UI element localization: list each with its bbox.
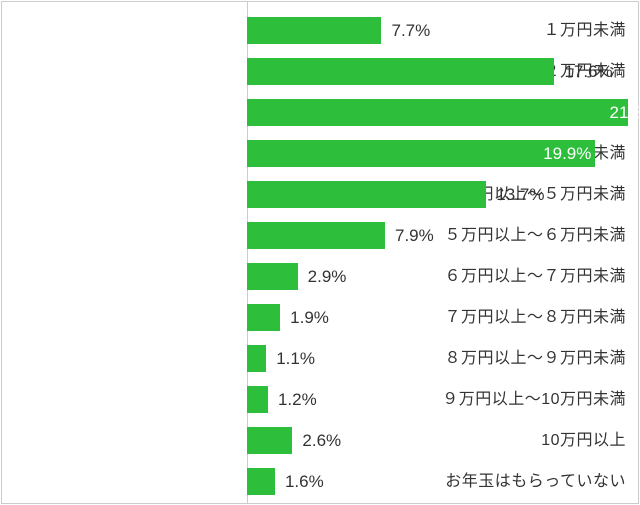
bar — [247, 345, 266, 372]
value-label: 19.9% — [543, 140, 586, 167]
value-label: 1.2% — [278, 386, 317, 413]
value-label: 17.6% — [564, 58, 612, 85]
value-label: 13.7% — [496, 181, 544, 208]
value-label: 7.9% — [395, 222, 434, 249]
category-label: ９万円以上～10万円未満 — [393, 379, 638, 420]
value-label: 7.7% — [391, 17, 430, 44]
value-label: 21.8% — [610, 99, 620, 126]
bar — [247, 99, 628, 126]
category-label: ７万円以上～８万円未満 — [393, 297, 638, 338]
bar — [247, 58, 554, 85]
bar — [247, 386, 268, 413]
category-label: ８万円以上～９万円未満 — [393, 338, 638, 379]
value-label: 2.6% — [302, 427, 341, 454]
value-label: 1.1% — [276, 345, 315, 372]
value-label: 1.6% — [285, 468, 324, 495]
value-label: 2.9% — [308, 263, 347, 290]
category-label: お年玉はもらっていない — [393, 461, 638, 502]
bar — [247, 468, 275, 495]
category-label: ６万円以上～７万円未満 — [393, 256, 638, 297]
category-label: 10万円以上 — [393, 420, 638, 461]
bar — [247, 304, 280, 331]
value-label: 1.9% — [290, 304, 329, 331]
bar — [247, 222, 385, 249]
chart-frame: １万円未満7.7%１万円以上～２万円未満17.6%２万円以上～３万円未満21.8… — [1, 1, 639, 504]
bar — [247, 17, 381, 44]
bar — [247, 263, 298, 290]
bar — [247, 181, 486, 208]
bar-chart: １万円未満7.7%１万円以上～２万円未満17.6%２万円以上～３万円未満21.8… — [2, 2, 638, 503]
bar — [247, 427, 292, 454]
